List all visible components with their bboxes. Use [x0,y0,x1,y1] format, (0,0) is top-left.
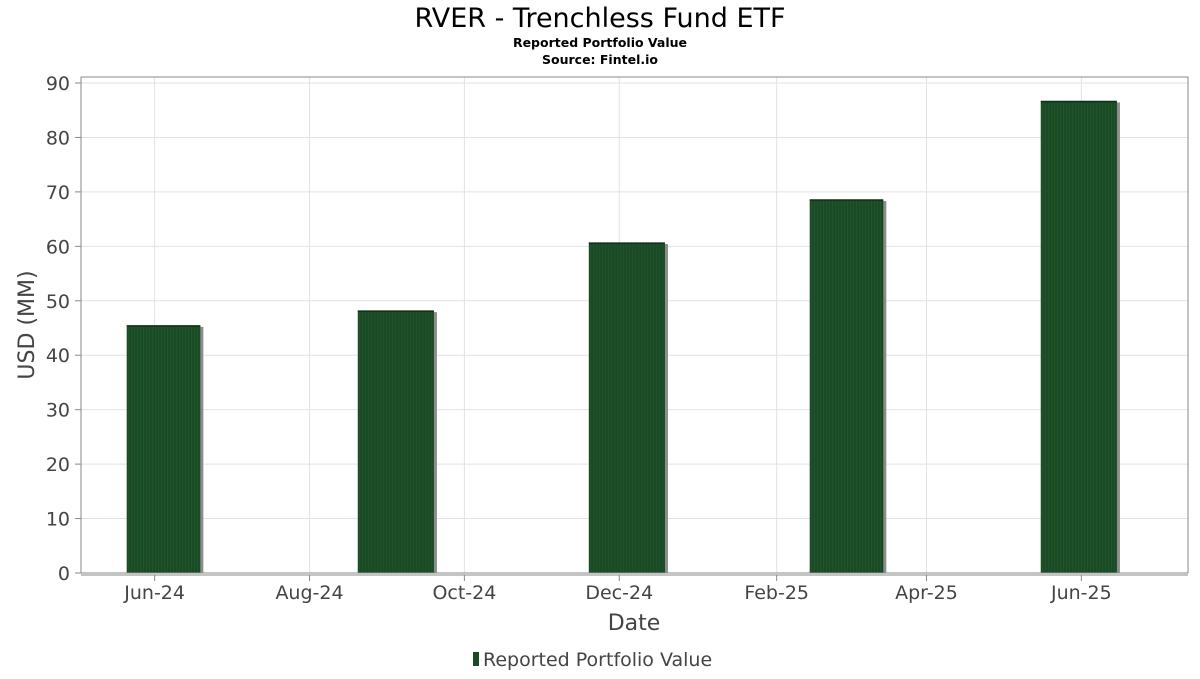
bar-body [126,325,201,573]
legend: Reported Portfolio Value [473,649,712,671]
y-axis-ticks: 0 10 20 30 40 50 60 70 80 90 [46,73,81,585]
y-tick-label: 40 [46,345,70,367]
y-tick-label: 90 [46,73,70,95]
x-tick-label: Oct-24 [432,582,496,604]
bar-series [126,100,1120,574]
chart-source: Source: Fintel.io [542,52,658,67]
bar [1040,100,1120,573]
y-tick-label: 70 [46,182,70,204]
y-axis-label: USD (MM) [15,270,40,379]
y-tick-label: 50 [46,291,70,313]
bar-texture [811,200,882,573]
bar [809,199,887,574]
legend-label: Reported Portfolio Value [483,649,712,671]
bar-texture [590,243,664,573]
x-axis-ticks: Jun-24 Aug-24 Oct-24 Dec-24 Feb-25 Apr-25 Jun-… [123,575,1112,604]
x-tick-label: Jun-25 [1050,582,1112,604]
y-tick-label: 0 [58,563,70,585]
bar [588,242,668,574]
bar [126,325,204,573]
plot-frame [80,76,1189,574]
y-tick-label: 60 [46,236,70,258]
bar-texture [1042,101,1116,573]
y-tick-label: 10 [46,509,70,531]
legend-swatch [473,652,479,666]
bar-body [809,200,884,574]
y-tick-label: 30 [46,400,70,422]
chart-title: RVER - Trenchless Fund ETF [414,3,785,34]
x-tick-label: Jun-24 [123,582,185,604]
x-axis-label: Date [608,611,661,636]
x-tick-label: Dec-24 [585,582,653,604]
x-tick-label: Feb-25 [744,582,809,604]
bar-texture [359,311,433,573]
y-tick-label: 80 [46,127,70,149]
x-tick-label: Apr-25 [895,582,958,604]
chart-subtitle: Reported Portfolio Value [513,35,687,50]
bar-texture [128,325,199,573]
y-tick-label: 20 [46,454,70,476]
x-tick-label: Aug-24 [275,582,343,604]
bar [357,310,437,573]
